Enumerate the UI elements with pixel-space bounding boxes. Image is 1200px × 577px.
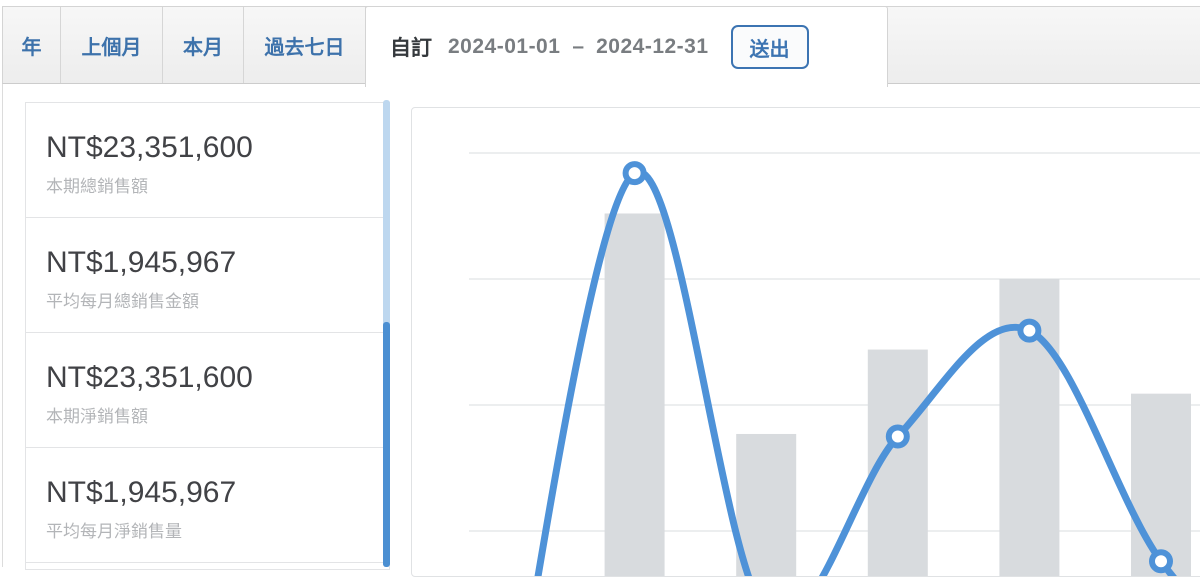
- stats-sidebar: NT$23,351,600 本期總銷售額 NT$1,945,967 平均每月總銷…: [25, 102, 390, 570]
- chart-line-marker: [1017, 318, 1042, 343]
- stat-card-avg-monthly-sales[interactable]: NT$1,945,967 平均每月總銷售金額: [25, 217, 390, 333]
- window-left-border: [2, 84, 3, 567]
- stat-value: NT$1,945,967: [46, 476, 237, 509]
- stat-card-avg-monthly-net[interactable]: NT$1,945,967 平均每月淨銷售量: [25, 447, 390, 563]
- stat-value: NT$1,945,967: [46, 246, 237, 279]
- chart-line-marker: [622, 161, 647, 186]
- chart-bar: [1131, 393, 1191, 576]
- end-date-input[interactable]: 2024-12-31: [596, 35, 709, 58]
- sidebar-scrollbar-track[interactable]: [383, 100, 390, 567]
- stat-label: 本期總銷售額: [46, 177, 148, 196]
- stat-label: 平均每月總銷售金額: [46, 292, 199, 311]
- submit-button[interactable]: 送出: [730, 25, 809, 69]
- chart-bar: [736, 433, 797, 576]
- sales-chart-card: [411, 107, 1200, 577]
- stat-label: 平均每月淨銷售量: [46, 522, 182, 541]
- sales-bar-line-chart: [469, 152, 1200, 576]
- date-range-tab-bar: 年 上個月 本月 過去七日 自訂 2024-01-01 – 2024-12-31…: [2, 6, 1200, 87]
- tab-last-month[interactable]: 上個月: [61, 7, 163, 83]
- date-range-separator: –: [572, 35, 585, 58]
- chart-line-marker: [1149, 549, 1173, 574]
- tab-custom-active[interactable]: 自訂 2024-01-01 – 2024-12-31 送出: [365, 6, 888, 87]
- stat-card-partial[interactable]: [25, 562, 390, 570]
- chart-line-marker: [885, 424, 910, 449]
- chart-bar: [604, 213, 665, 576]
- custom-tab-label: 自訂: [390, 37, 432, 60]
- start-date-input[interactable]: 2024-01-01: [448, 35, 561, 58]
- tab-this-month[interactable]: 本月: [163, 7, 244, 83]
- tab-year[interactable]: 年: [3, 7, 61, 83]
- stat-card-net-sales[interactable]: NT$23,351,600 本期淨銷售額: [25, 332, 390, 448]
- sidebar-scrollbar-thumb[interactable]: [383, 322, 390, 567]
- stat-value: NT$23,351,600: [46, 131, 253, 164]
- tab-past-seven-days[interactable]: 過去七日: [244, 7, 366, 83]
- stat-label: 本期淨銷售額: [46, 407, 148, 426]
- stat-value: NT$23,351,600: [46, 361, 253, 394]
- stat-card-total-sales[interactable]: NT$23,351,600 本期總銷售額: [25, 102, 390, 218]
